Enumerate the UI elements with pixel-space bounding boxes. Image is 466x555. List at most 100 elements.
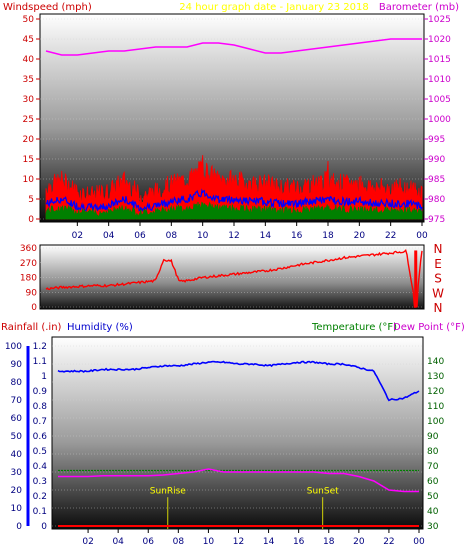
time-label: 08 bbox=[166, 231, 178, 241]
time-label: 00 bbox=[413, 537, 425, 547]
sun-label: SunRise bbox=[150, 487, 187, 497]
time-label: 02 bbox=[72, 231, 83, 241]
time-label: 06 bbox=[143, 537, 155, 547]
tick-label: 5 bbox=[28, 195, 34, 205]
rainfall-tick-label: 0.1 bbox=[33, 507, 47, 517]
temperature-tick-label: 40 bbox=[427, 507, 439, 517]
wind-direction-series bbox=[45, 248, 423, 308]
dewpoint-axis-title: Dew Point (°F) bbox=[393, 322, 465, 333]
time-label: 10 bbox=[197, 231, 209, 241]
humidity-series bbox=[57, 360, 420, 402]
tick-label: 30 bbox=[23, 95, 35, 105]
time-label: 12 bbox=[233, 537, 244, 547]
time-label: 02 bbox=[82, 537, 93, 547]
humidity-panel-frame bbox=[51, 336, 424, 530]
humidity-tick-label: 80 bbox=[11, 378, 23, 388]
rainfall-tick-label: 0.5 bbox=[33, 447, 47, 457]
compass-label: E bbox=[434, 257, 442, 271]
tick-label: 50 bbox=[23, 15, 35, 25]
rainfall-axis-title: Rainfall (.in) bbox=[1, 322, 62, 333]
compass-label: N bbox=[434, 242, 443, 256]
wind-panel-time-labels: 02 04 06 08 10 12 14 16 18 20 22 00 bbox=[72, 222, 428, 241]
temperature-axis-title: Temperature (°F) bbox=[311, 322, 397, 333]
humidity-tick-label: 10 bbox=[11, 504, 23, 514]
tick-label: 990 bbox=[428, 155, 445, 165]
rainfall-tick-label: 1 bbox=[41, 372, 47, 382]
humidity-panel-time-labels: 02 04 06 08 10 12 14 16 18 20 22 00 bbox=[82, 529, 425, 547]
tick-label: 45 bbox=[23, 35, 34, 45]
time-label: 20 bbox=[354, 231, 366, 241]
humidity-tick-label: 50 bbox=[11, 432, 23, 442]
barometer-axis-title: Barometer (mb) bbox=[379, 2, 459, 13]
tick-label: 995 bbox=[428, 135, 445, 145]
rainfall-tick-label: 0.3 bbox=[33, 477, 47, 487]
sun-label: SunSet bbox=[307, 487, 339, 497]
tick-label: 35 bbox=[23, 75, 34, 85]
tick-label: 1020 bbox=[428, 35, 451, 45]
sun-annotations: SunRise SunSet bbox=[150, 487, 339, 529]
tick-label: 985 bbox=[428, 175, 445, 185]
tick-label: 180 bbox=[20, 274, 37, 284]
rainfall-tick-label: 1.1 bbox=[33, 357, 47, 367]
tick-label: 1010 bbox=[428, 75, 451, 85]
compass-label: S bbox=[434, 272, 442, 286]
direction-panel-grid bbox=[40, 247, 424, 308]
temperature-tick-label: 90 bbox=[427, 432, 439, 442]
time-label: 00 bbox=[416, 231, 428, 241]
tick-label: 1005 bbox=[428, 95, 451, 105]
humidity-tick-label: 30 bbox=[11, 468, 23, 478]
time-label: 06 bbox=[134, 231, 146, 241]
windspeed-series bbox=[45, 154, 423, 220]
temperature-tick-labels: 30 40 50 60 70 80 90 100 110 120 130 140 bbox=[427, 357, 444, 532]
tick-label: 15 bbox=[23, 155, 34, 165]
tick-label: 0 bbox=[31, 303, 37, 313]
humidity-tick-label: 0 bbox=[16, 522, 22, 532]
tick-label: 10 bbox=[23, 175, 35, 185]
wind-panel-series bbox=[45, 38, 423, 220]
humidity-tick-label: 60 bbox=[11, 414, 23, 424]
rainfall-tick-label: 0.9 bbox=[33, 387, 48, 397]
tick-label: 1000 bbox=[428, 115, 451, 125]
humidity-tick-label: 40 bbox=[11, 450, 23, 460]
barometer-tick-labels: 975 980 985 990 995 1000 1005 1010 1015 1020 1025 bbox=[424, 15, 451, 225]
tick-label: 1015 bbox=[428, 55, 451, 65]
temperature-tick-label: 140 bbox=[427, 357, 444, 367]
tick-label: 90 bbox=[26, 288, 38, 298]
time-label: 10 bbox=[203, 537, 215, 547]
time-label: 14 bbox=[263, 537, 275, 547]
tick-label: 20 bbox=[23, 135, 35, 145]
time-label: 20 bbox=[353, 537, 365, 547]
rainfall-tick-label: 0.4 bbox=[33, 462, 48, 472]
temperature-tick-label: 100 bbox=[427, 417, 444, 427]
rainfall-tick-label: 0.8 bbox=[33, 402, 48, 412]
dewpoint-series bbox=[58, 468, 419, 493]
humidity-tick-label: 100 bbox=[5, 342, 22, 352]
temperature-tick-label: 80 bbox=[427, 447, 439, 457]
humidity-axis-title: Humidity (%) bbox=[67, 322, 133, 333]
tick-label: 270 bbox=[20, 259, 37, 269]
temperature-tick-label: 60 bbox=[427, 477, 439, 487]
time-label: 18 bbox=[322, 231, 334, 241]
tick-label: 980 bbox=[428, 195, 445, 205]
compass-label: W bbox=[432, 286, 444, 300]
rainfall-tick-label: 1.2 bbox=[33, 342, 47, 352]
time-label: 12 bbox=[228, 231, 239, 241]
direction-panel-series bbox=[45, 248, 423, 308]
rainfall-tick-label: 0 bbox=[41, 522, 47, 532]
time-label: 04 bbox=[103, 231, 115, 241]
time-label: 14 bbox=[260, 231, 272, 241]
temperature-tick-label: 70 bbox=[427, 462, 439, 472]
temperature-tick-label: 30 bbox=[427, 522, 439, 532]
humidity-tick-label: 20 bbox=[11, 486, 23, 496]
wind-average-series bbox=[45, 188, 423, 212]
humidity-tick-labels: 0 10 20 30 40 50 60 70 80 90 100 bbox=[5, 342, 30, 532]
compass-label: N bbox=[434, 301, 443, 315]
tick-label: 975 bbox=[428, 215, 445, 225]
graph-date-title: 24 hour graph date - January 23 2018 bbox=[179, 2, 368, 13]
tick-label: 25 bbox=[23, 115, 34, 125]
time-label: 18 bbox=[323, 537, 335, 547]
barometer-series bbox=[45, 38, 422, 56]
tick-label: 1025 bbox=[428, 15, 451, 25]
